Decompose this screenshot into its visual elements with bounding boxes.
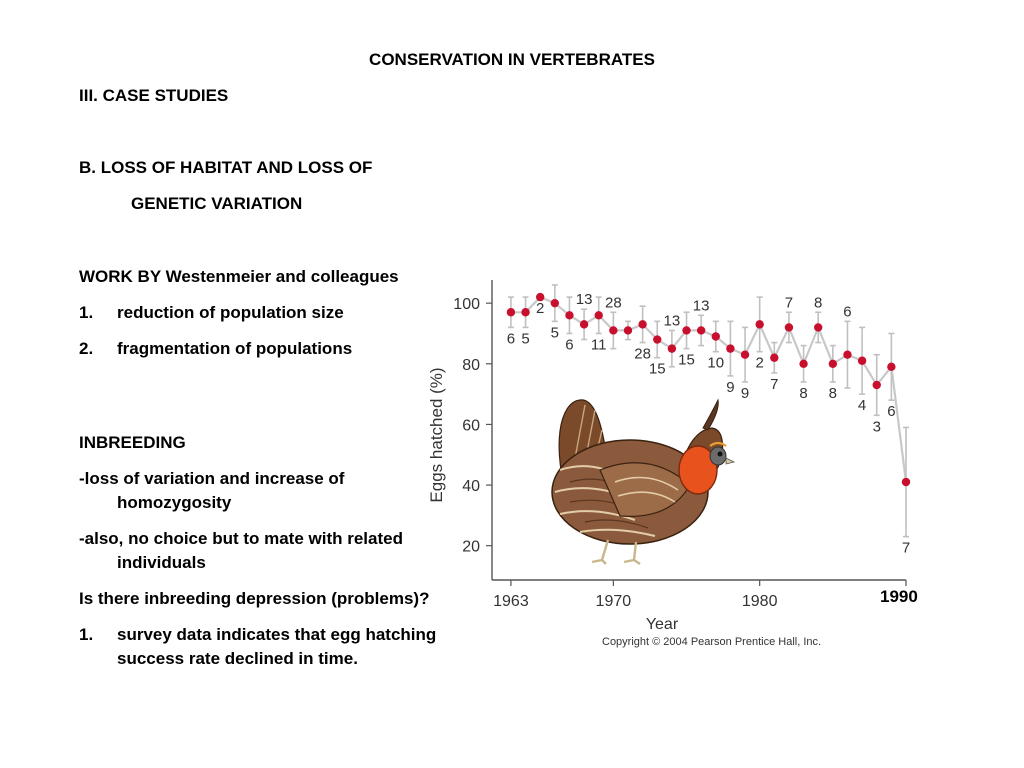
- x-tick-label: 1980: [742, 593, 778, 610]
- data-point: [887, 362, 896, 372]
- x-tick-label: 1963: [493, 593, 529, 610]
- subsection-line-2: GENETIC VARIATION: [131, 194, 303, 213]
- sample-size-label: 13: [576, 291, 593, 308]
- y-axis-label: Eggs hatched (%): [427, 367, 446, 502]
- list-item: 1. reduction of population size: [79, 301, 449, 325]
- data-point: [521, 308, 530, 317]
- data-point: [872, 380, 881, 390]
- work-by-text: WORK BY Westenmeier and colleagues: [79, 267, 399, 286]
- sample-size-label: 6: [507, 330, 515, 347]
- sample-size-label: 6: [565, 336, 573, 353]
- data-point: [784, 323, 794, 332]
- x-axis-label: Year: [646, 616, 679, 633]
- data-point: [579, 320, 589, 329]
- sample-size-label: 2: [536, 300, 544, 317]
- inbreeding-question: Is there inbreeding depression (problems…: [79, 589, 430, 608]
- x-tick-label: 1970: [596, 593, 632, 610]
- sample-size-label: 7: [902, 540, 910, 557]
- data-point: [857, 356, 867, 365]
- data-point: [726, 344, 735, 353]
- data-point: [770, 353, 779, 362]
- data-point: [740, 350, 750, 359]
- data-point: [594, 311, 603, 320]
- sample-size-label: 15: [678, 352, 695, 369]
- subsection-heading: B. LOSS OF HABITAT AND LOSS OF GENETIC V…: [79, 156, 449, 216]
- sample-size-label: 13: [664, 312, 681, 329]
- data-point: [696, 326, 706, 335]
- sample-size-label: 7: [785, 294, 793, 311]
- copyright-notice: Copyright © 2004 Pearson Prentice Hall, …: [602, 636, 821, 648]
- chart-axes: 20 40 60 80 100 1963 1970 1980: [453, 280, 907, 610]
- data-point: [755, 320, 764, 329]
- data-point: [843, 350, 852, 359]
- section-heading: III. CASE STUDIES: [79, 86, 229, 105]
- overlay-year-label: 1990: [880, 587, 918, 606]
- work-by-block: WORK BY Westenmeier and colleagues 1. re…: [79, 265, 449, 361]
- inbreeding-block: INBREEDING -loss of variation and increa…: [79, 431, 449, 671]
- data-point: [653, 335, 662, 344]
- sample-size-label: 6: [843, 303, 851, 320]
- list-text: survey data indicates that egg hatching …: [117, 625, 437, 668]
- data-point: [550, 298, 560, 308]
- sample-size-label: 5: [551, 324, 559, 341]
- sample-size-label: 4: [858, 397, 866, 414]
- data-point: [667, 344, 677, 353]
- list-text: reduction of population size: [117, 303, 344, 322]
- list-item: 2. fragmentation of populations: [79, 337, 449, 361]
- series-line-group: [510, 295, 908, 483]
- sample-size-label: 2: [756, 355, 764, 372]
- data-point: [609, 326, 618, 335]
- sample-size-label: 11: [591, 336, 607, 353]
- data-point: [901, 477, 911, 487]
- data-point: [565, 311, 574, 320]
- list-item: 1. survey data indicates that egg hatchi…: [79, 623, 449, 671]
- data-point: [814, 323, 823, 332]
- data-points-group: [506, 292, 911, 487]
- subsection-line-1: B. LOSS OF HABITAT AND LOSS OF: [79, 158, 373, 177]
- sample-size-label: 3: [873, 418, 881, 435]
- data-point: [535, 292, 545, 302]
- sample-size-label: 9: [726, 379, 734, 396]
- sample-size-label: 8: [829, 385, 837, 402]
- inbreeding-point: -loss of variation and increase of homoz…: [79, 469, 345, 512]
- data-point: [623, 326, 633, 335]
- sample-size-label: 28: [605, 294, 622, 311]
- data-point: [638, 320, 647, 329]
- list-number: 1.: [79, 303, 94, 322]
- list-text: fragmentation of populations: [117, 339, 353, 358]
- inbreeding-point: -also, no choice but to mate with relate…: [79, 529, 403, 572]
- series-line: [510, 295, 908, 483]
- y-tick-label: 40: [462, 478, 480, 495]
- data-point: [711, 332, 720, 341]
- sample-size-label: 13: [693, 297, 710, 314]
- sample-size-label: 15: [649, 361, 666, 378]
- prairie-chicken-illustration: [551, 398, 736, 565]
- list-number: 2.: [79, 339, 94, 358]
- list-number: 1.: [79, 625, 94, 644]
- inbreeding-heading: INBREEDING: [79, 433, 186, 452]
- slide-title: CONSERVATION IN VERTEBRATES: [369, 50, 655, 69]
- sample-size-label: 8: [814, 294, 822, 311]
- sample-size-label: 8: [799, 385, 807, 402]
- data-point: [828, 359, 838, 368]
- sample-size-label: 5: [521, 330, 529, 347]
- sample-size-label: 9: [741, 385, 749, 402]
- data-point: [799, 359, 808, 368]
- y-tick-label: 80: [462, 357, 480, 374]
- y-tick-label: 100: [453, 296, 480, 313]
- sample-size-label: 7: [770, 376, 778, 393]
- sample-size-label: 28: [634, 346, 651, 363]
- data-point: [506, 308, 516, 317]
- data-point: [682, 326, 691, 335]
- sample-size-label: 6: [887, 403, 895, 420]
- y-tick-label: 60: [462, 417, 480, 434]
- sample-size-label: 10: [707, 355, 724, 372]
- y-tick-label: 20: [462, 539, 480, 556]
